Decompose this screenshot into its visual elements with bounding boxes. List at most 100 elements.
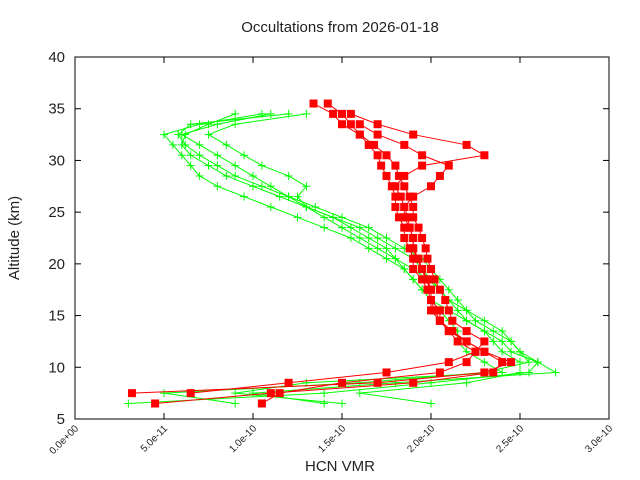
data-point xyxy=(444,327,453,336)
data-point xyxy=(435,368,444,377)
data-point xyxy=(346,109,355,118)
data-point xyxy=(231,171,240,180)
data-point xyxy=(338,399,346,408)
data-point xyxy=(151,399,160,408)
data-point xyxy=(168,140,177,149)
data-point xyxy=(320,213,329,222)
data-point xyxy=(421,275,430,284)
data-point xyxy=(441,296,450,305)
x-tick-label: 1.0e-10 xyxy=(227,423,259,455)
data-point xyxy=(338,109,346,118)
data-point xyxy=(240,192,249,201)
data-point xyxy=(409,275,418,284)
data-point xyxy=(480,358,489,367)
data-point xyxy=(355,130,364,139)
series-3 xyxy=(186,99,489,398)
data-point xyxy=(186,161,195,170)
y-tick-label: 25 xyxy=(48,204,65,221)
data-point xyxy=(222,171,231,180)
data-point xyxy=(394,171,403,180)
data-point xyxy=(355,389,364,398)
data-point xyxy=(551,368,560,377)
data-point xyxy=(418,161,427,170)
data-point xyxy=(400,223,409,232)
data-point xyxy=(391,161,400,170)
data-point xyxy=(498,358,507,367)
data-point xyxy=(231,389,240,398)
data-point xyxy=(213,161,222,170)
data-point xyxy=(427,265,435,274)
series-line xyxy=(131,113,513,394)
data-point xyxy=(435,306,444,315)
data-point xyxy=(391,244,400,253)
y-tick-label: 30 xyxy=(48,152,65,169)
data-point xyxy=(409,378,418,387)
data-point xyxy=(394,213,403,222)
data-point xyxy=(284,378,293,387)
data-point xyxy=(177,151,186,160)
data-point xyxy=(249,182,257,191)
data-point xyxy=(329,213,338,222)
data-point xyxy=(249,171,257,180)
data-point xyxy=(391,182,400,191)
data-point xyxy=(405,223,414,232)
data-point xyxy=(338,378,346,387)
data-point xyxy=(181,140,190,149)
data-point xyxy=(124,399,133,408)
data-point xyxy=(177,130,186,139)
data-point xyxy=(427,182,435,191)
data-point xyxy=(284,171,293,180)
data-point xyxy=(240,151,249,160)
data-point xyxy=(346,223,355,232)
data-point xyxy=(373,378,382,387)
data-point xyxy=(516,358,524,367)
x-tick-label: 0.0e+00 xyxy=(48,423,82,457)
data-point xyxy=(329,109,338,118)
series-0 xyxy=(151,99,507,408)
data-point xyxy=(396,192,405,201)
series-8 xyxy=(177,109,507,408)
data-point xyxy=(533,358,542,367)
data-point xyxy=(480,151,489,160)
data-point xyxy=(373,130,382,139)
data-point xyxy=(480,347,489,356)
data-point xyxy=(160,389,168,398)
x-axis-label: HCN VMR xyxy=(305,458,375,475)
y-axis-label: Altitude (km) xyxy=(6,196,23,280)
data-point xyxy=(257,182,266,191)
data-point xyxy=(462,140,471,149)
series-line xyxy=(190,103,486,394)
data-point xyxy=(400,202,409,211)
data-point xyxy=(400,182,409,191)
data-point xyxy=(127,389,136,398)
data-point xyxy=(370,140,379,149)
data-point xyxy=(266,182,275,191)
data-point xyxy=(418,151,427,160)
data-point xyxy=(480,368,489,377)
data-point xyxy=(400,171,409,180)
data-point xyxy=(373,234,382,242)
series-4 xyxy=(124,109,542,408)
data-point xyxy=(355,223,364,232)
x-tick-label: 2.5e-10 xyxy=(494,423,526,455)
data-point xyxy=(186,151,195,160)
data-point xyxy=(409,213,418,222)
data-point xyxy=(480,337,489,346)
x-tick-label: 5.0e-11 xyxy=(139,423,171,455)
data-point xyxy=(275,192,284,201)
y-tick-label: 20 xyxy=(48,256,65,273)
series-line xyxy=(261,123,477,404)
data-point xyxy=(427,399,435,408)
data-point xyxy=(364,244,373,253)
data-point xyxy=(338,223,346,232)
data-point xyxy=(373,244,382,253)
data-point xyxy=(418,234,427,242)
data-point xyxy=(453,296,462,305)
y-tick-label: 35 xyxy=(48,101,65,118)
data-point xyxy=(444,306,453,315)
data-point xyxy=(195,140,204,149)
data-point xyxy=(320,389,329,398)
data-point xyxy=(462,316,471,325)
data-point xyxy=(418,265,427,274)
data-point xyxy=(373,151,382,160)
